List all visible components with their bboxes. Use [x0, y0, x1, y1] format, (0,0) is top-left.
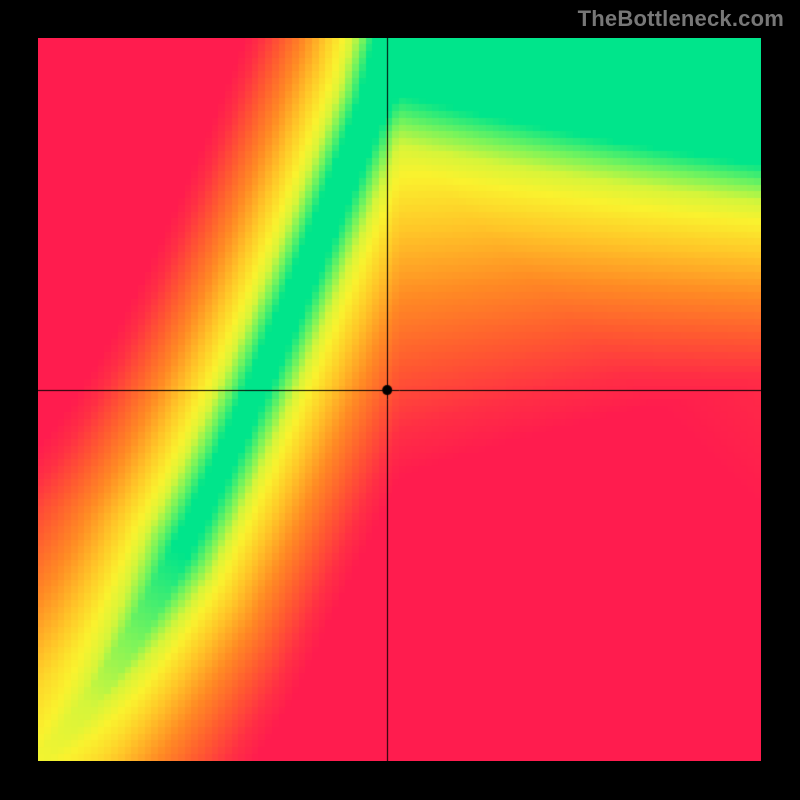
crosshair-overlay — [38, 38, 761, 761]
page-frame: TheBottleneck.com 0.483 0.513 — [0, 0, 800, 800]
heatmap-plot — [38, 38, 761, 761]
watermark-text: TheBottleneck.com — [578, 6, 784, 32]
